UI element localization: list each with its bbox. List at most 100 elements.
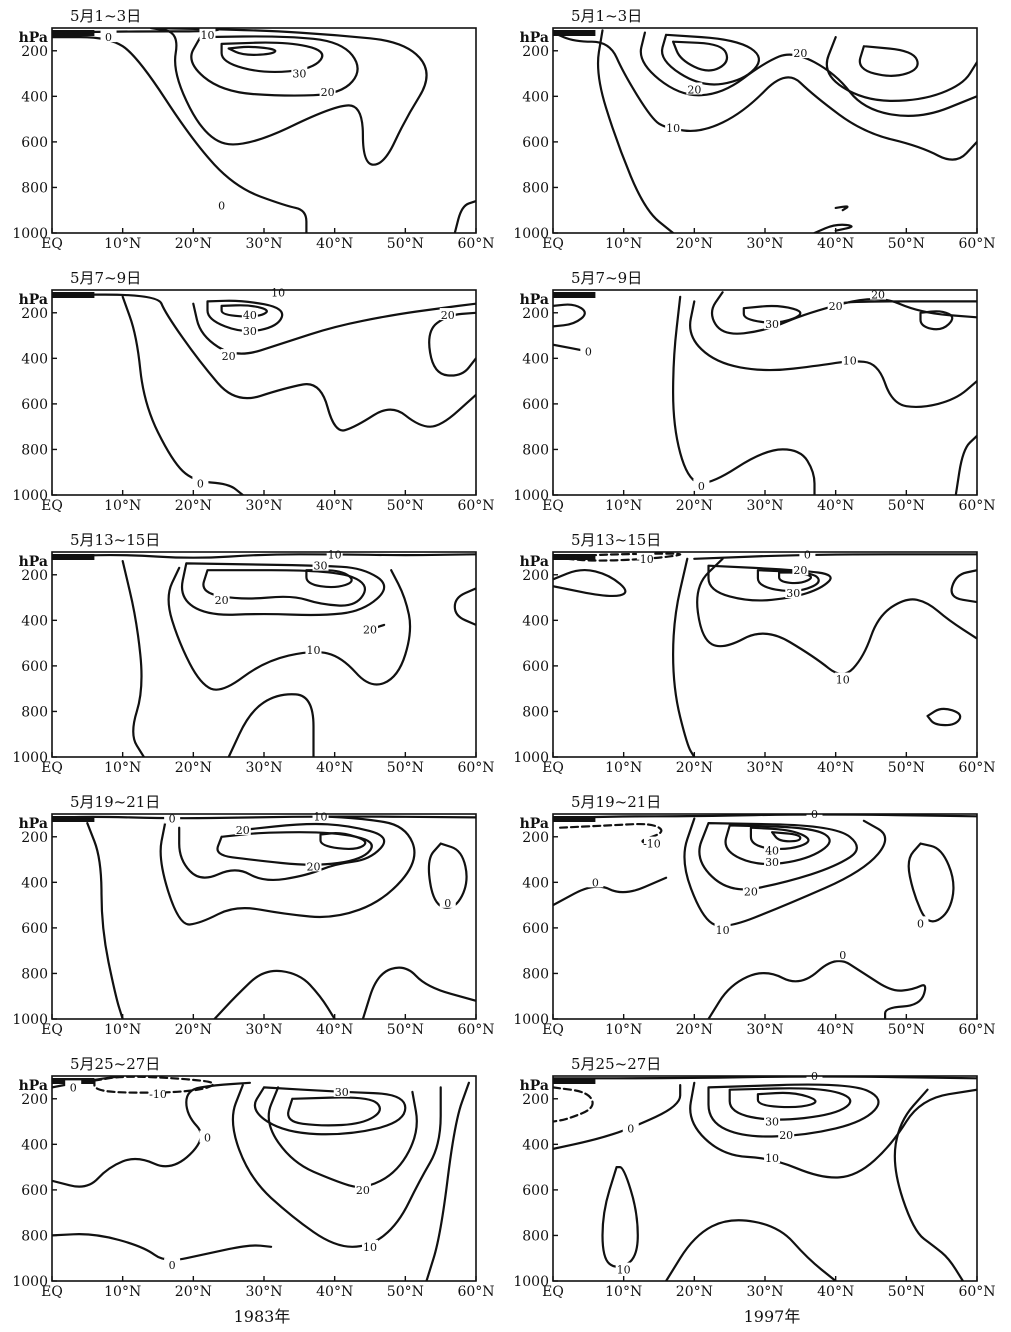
contour-line-0 [121, 560, 145, 757]
upper-band [553, 30, 596, 36]
contour-label-bg [622, 1121, 639, 1134]
y-tick-label: 600 [21, 659, 48, 675]
upper-band [52, 816, 95, 822]
contour-label: -10 [636, 553, 654, 566]
contour-line-0 [52, 815, 476, 820]
y-tick-label: 400 [522, 89, 549, 105]
x-tick-label: 30°N [746, 760, 783, 776]
contour-line-20 [639, 31, 977, 117]
contour-line-10 [601, 1166, 639, 1268]
contour-line-30 [724, 824, 831, 866]
x-tick-label: 30°N [746, 498, 783, 514]
contour-label: 30 [292, 68, 306, 81]
contour-label: 10 [306, 644, 320, 657]
contour-group [52, 553, 476, 757]
y-unit-label: hPa [19, 292, 48, 308]
plot-frame [552, 813, 978, 1020]
contour-label: 0 [627, 1122, 634, 1135]
contour-line-10 [159, 815, 416, 926]
contour-line-0 [52, 1081, 251, 1188]
contour-line-50 [771, 831, 802, 843]
contour-line-0 [553, 1084, 682, 1150]
contour-label-bg [199, 27, 216, 40]
contour-line-0 [553, 876, 668, 907]
x-tick-label: 30°N [245, 1022, 282, 1038]
contour-label-bg [714, 923, 731, 936]
contour-line-10 [683, 817, 887, 927]
contour-line-10 [689, 1081, 977, 1179]
x-tick-label: 30°N [746, 236, 783, 252]
contour-label-bg [686, 82, 703, 95]
column-label-right: 1997年 [744, 1307, 801, 1326]
x-tick-label: EQ [41, 1284, 63, 1300]
contour-label: 0 [197, 478, 204, 491]
contour-line-20 [707, 1083, 880, 1138]
contour-label: 0 [839, 949, 846, 962]
contour-line-0 [553, 814, 977, 820]
contour-label-bg [319, 84, 336, 97]
contour-line-0 [453, 200, 476, 233]
contour-label-bg [150, 1087, 166, 1100]
y-tick-label: 1000 [513, 1012, 549, 1028]
contour-label-bg [213, 592, 230, 605]
y-tick-label: 600 [21, 397, 48, 413]
x-tick-label: 20°N [175, 236, 212, 252]
contour-line-0 [707, 959, 927, 1019]
contour-label-bg [439, 308, 456, 321]
contour-label: 10 [843, 355, 857, 368]
contour-label-bg [792, 46, 809, 59]
contour-group [52, 1076, 470, 1281]
contour-label: 10 [836, 674, 850, 687]
y-tick-label: 600 [522, 659, 549, 675]
contour-label-bg [806, 1069, 823, 1081]
contour-label-bg [270, 285, 287, 298]
contour-line-0 [813, 223, 853, 233]
contour-line-neg10 [559, 822, 663, 845]
x-tick-label: 20°N [175, 1284, 212, 1300]
contour-label: 0 [218, 200, 225, 213]
y-tick-label: 800 [21, 966, 48, 982]
contour-label-bg [312, 809, 329, 822]
plot-frame [51, 1075, 477, 1282]
panel-title: 5月19~21日 [571, 793, 661, 811]
contour-label: 0 [592, 876, 599, 889]
contour-line-0 [693, 553, 977, 560]
contour-line-40 [858, 45, 919, 77]
x-tick-label: 10°N [605, 760, 642, 776]
contour-label: 10 [200, 29, 214, 42]
contour-label-bg [362, 1239, 378, 1252]
contour-label-bg [778, 1128, 795, 1141]
contour-label: 20 [744, 885, 758, 898]
contour-line-0 [893, 1088, 964, 1281]
x-tick-label: 30°N [746, 1022, 783, 1038]
contour-line-0 [425, 1081, 470, 1281]
y-tick-label: 200 [21, 1092, 48, 1108]
contour-label: 20 [236, 824, 250, 837]
x-tick-label: 10°N [104, 498, 141, 514]
y-unit-label: hPa [19, 1078, 48, 1094]
y-tick-label: 800 [522, 180, 549, 196]
contour-label-bg [100, 30, 117, 43]
contour-line-0 [361, 966, 476, 1019]
x-tick-label: 40°N [316, 236, 353, 252]
x-tick-label: 20°N [676, 1022, 713, 1038]
x-tick-label: 30°N [245, 498, 282, 514]
contour-label-bg [764, 317, 781, 330]
contour-label: 20 [222, 350, 236, 363]
x-tick-label: EQ [41, 236, 63, 252]
panel-title: 5月1~3日 [571, 7, 642, 25]
y-unit-label: hPa [520, 554, 549, 570]
x-tick-label: EQ [542, 1284, 564, 1300]
x-tick-label: 50°N [888, 1022, 925, 1038]
contour-group [553, 29, 977, 233]
contour-label-bg [312, 558, 329, 571]
y-tick-label: 800 [21, 704, 48, 720]
x-tick-label: 20°N [175, 1022, 212, 1038]
x-tick-label: 30°N [245, 236, 282, 252]
